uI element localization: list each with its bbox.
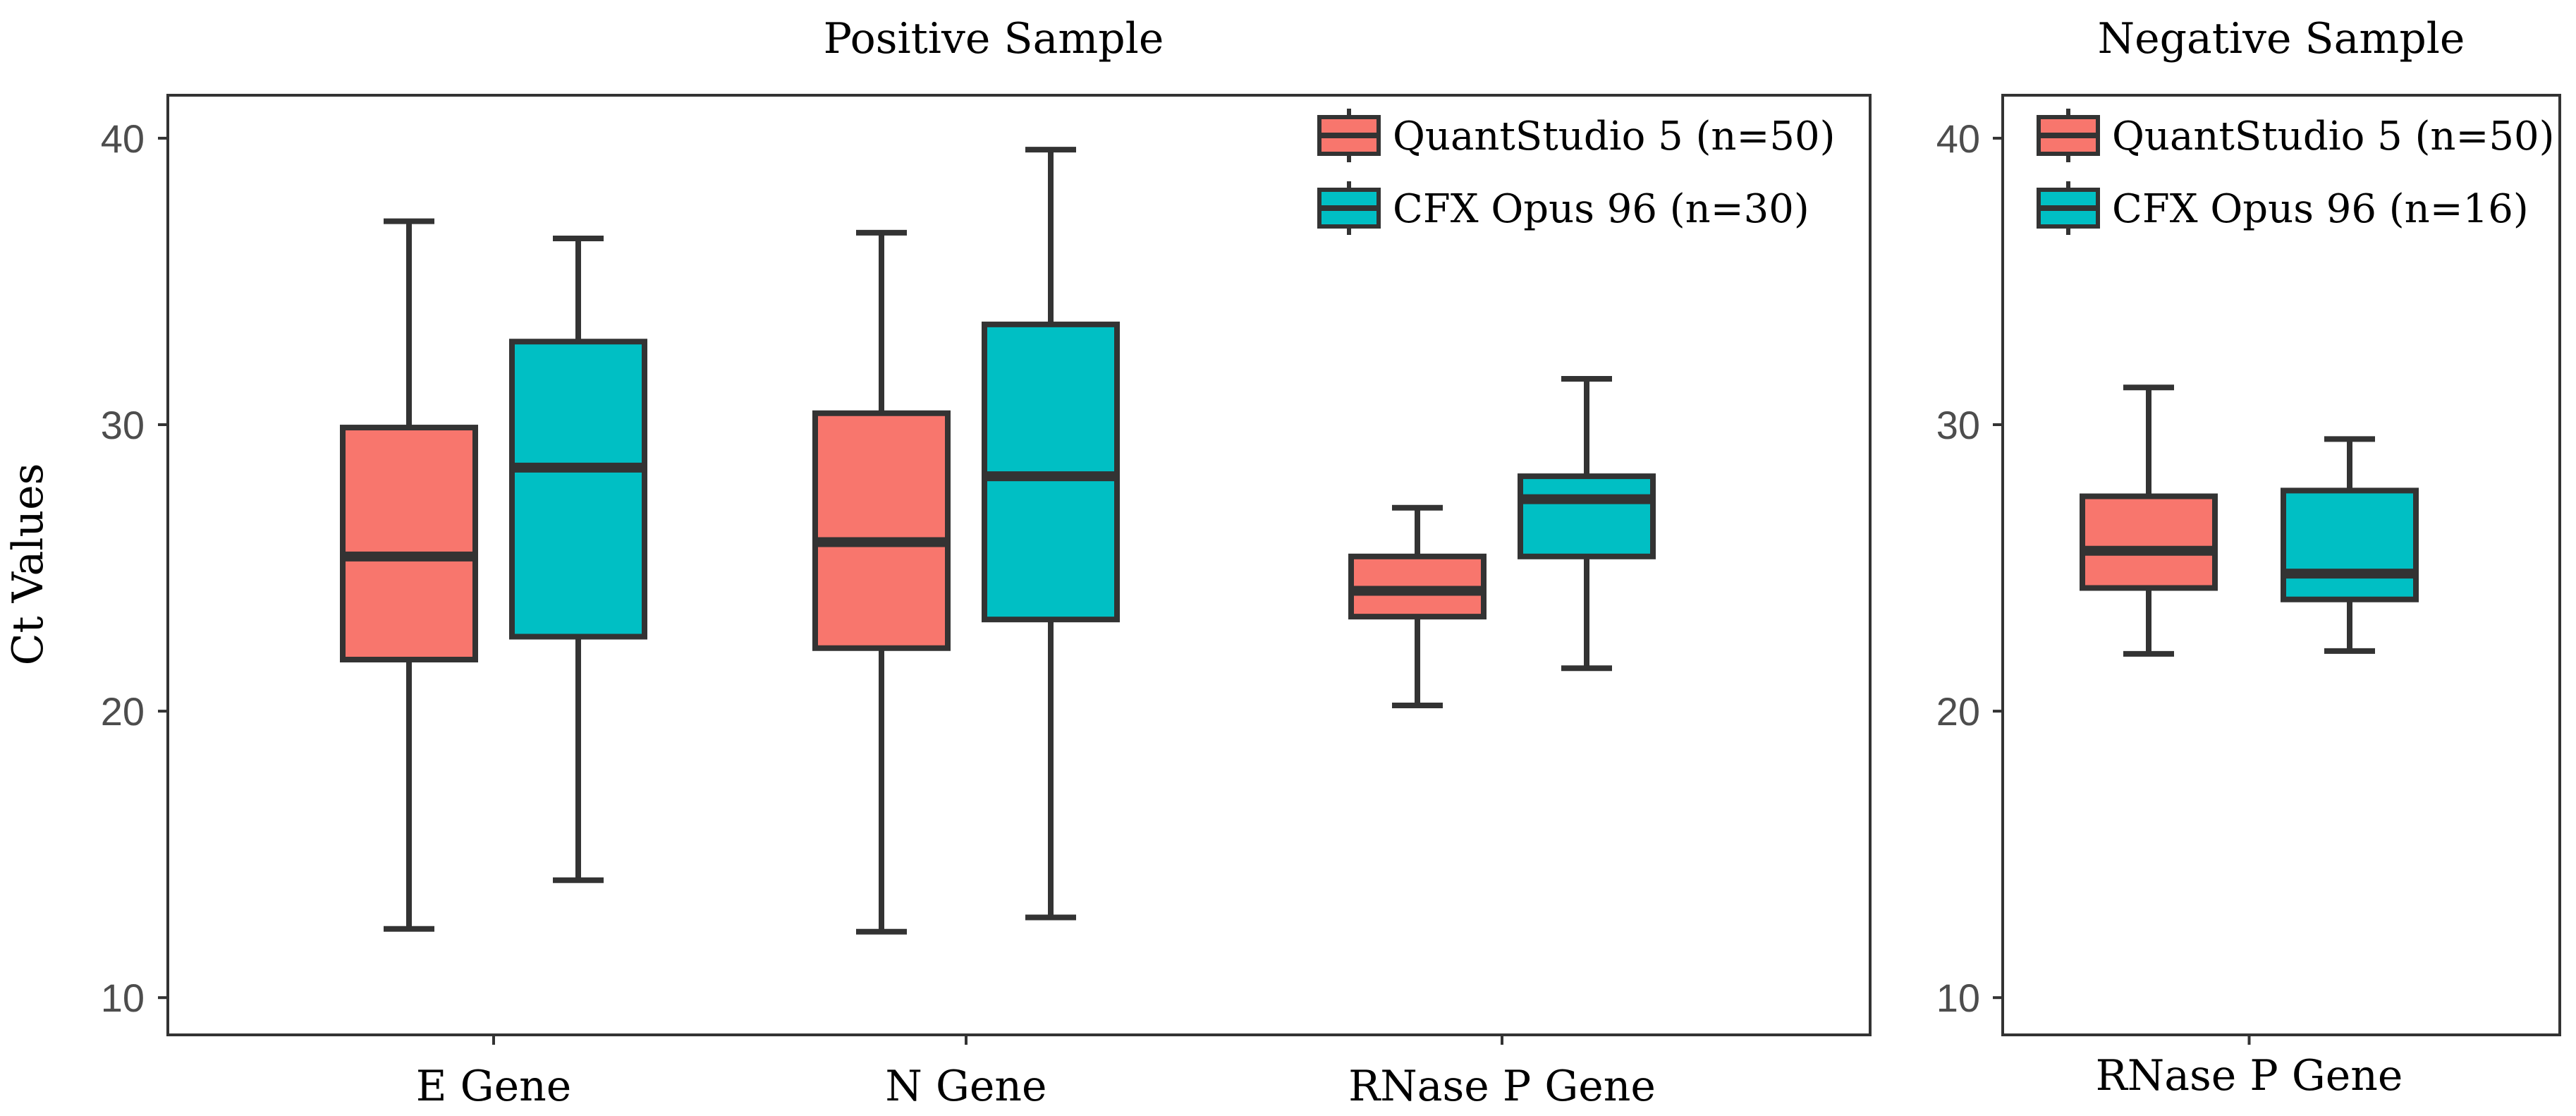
- legend-entry: CFX Opus 96 (n=16): [2037, 181, 2529, 235]
- y-tick-label: 20: [1936, 689, 1980, 734]
- box-quantstudio-5-e-gene: [340, 218, 478, 932]
- y-tick-label: 40: [101, 116, 145, 161]
- positive-panel-title: Positive Sample: [824, 14, 1164, 63]
- positive-sample-panel: Positive Sample Ct Values 10 20 30 40 E Gene…: [4, 14, 1872, 1111]
- x-tick-label: RNase P Gene: [1348, 1062, 1656, 1111]
- x-tick-label: RNase P Gene: [2096, 1051, 2403, 1100]
- box-quantstudio-5-n-gene: [812, 229, 951, 935]
- positive-plot-border: [166, 94, 1872, 1036]
- negative-panel-title: Negative Sample: [2098, 14, 2465, 63]
- legend-label: QuantStudio 5 (n=50): [1393, 114, 1836, 159]
- legend-label: CFX Opus 96 (n=30): [1393, 186, 1809, 232]
- legend-entry: QuantStudio 5 (n=50): [1317, 109, 1836, 162]
- y-tick-label: 40: [1936, 116, 1980, 161]
- y-tick-label: 30: [1936, 403, 1980, 447]
- negative-sample-panel: Negative Sample 10 20 30 40 RNase P Gene Quan…: [1936, 14, 2561, 1100]
- box-quantstudio-5-rnase-p-gene: [1348, 504, 1487, 708]
- y-tick-label: 10: [101, 976, 145, 1020]
- y-axis-label: Ct Values: [4, 463, 53, 666]
- box-iqr: [2080, 493, 2218, 591]
- box-quantstudio-5-rnase-p-gene: [2080, 384, 2218, 657]
- x-tick-label: E Gene: [416, 1062, 571, 1111]
- legend-entry: QuantStudio 5 (n=50): [2037, 109, 2555, 162]
- x-tick-label: N Gene: [885, 1062, 1046, 1111]
- y-tick-label: 20: [101, 689, 145, 734]
- box-cfx-opus-96-n-gene: [982, 147, 1120, 921]
- legend-label: QuantStudio 5 (n=50): [2112, 114, 2555, 159]
- box-iqr: [2281, 487, 2419, 602]
- y-tick-label: 10: [1936, 976, 1980, 1020]
- legend-label: CFX Opus 96 (n=16): [2112, 186, 2529, 232]
- box-iqr: [1518, 473, 1656, 559]
- box-cfx-opus-96-rnase-p-gene: [1518, 376, 1656, 672]
- y-tick-label: 30: [101, 403, 145, 447]
- negative-plot-border: [2001, 94, 2561, 1036]
- legend-entry: CFX Opus 96 (n=30): [1317, 181, 1809, 235]
- box-iqr: [812, 410, 951, 651]
- box-cfx-opus-96-e-gene: [509, 236, 647, 883]
- box-iqr: [340, 425, 478, 663]
- box-iqr: [509, 339, 647, 640]
- box-cfx-opus-96-rnase-p-gene: [2281, 436, 2419, 654]
